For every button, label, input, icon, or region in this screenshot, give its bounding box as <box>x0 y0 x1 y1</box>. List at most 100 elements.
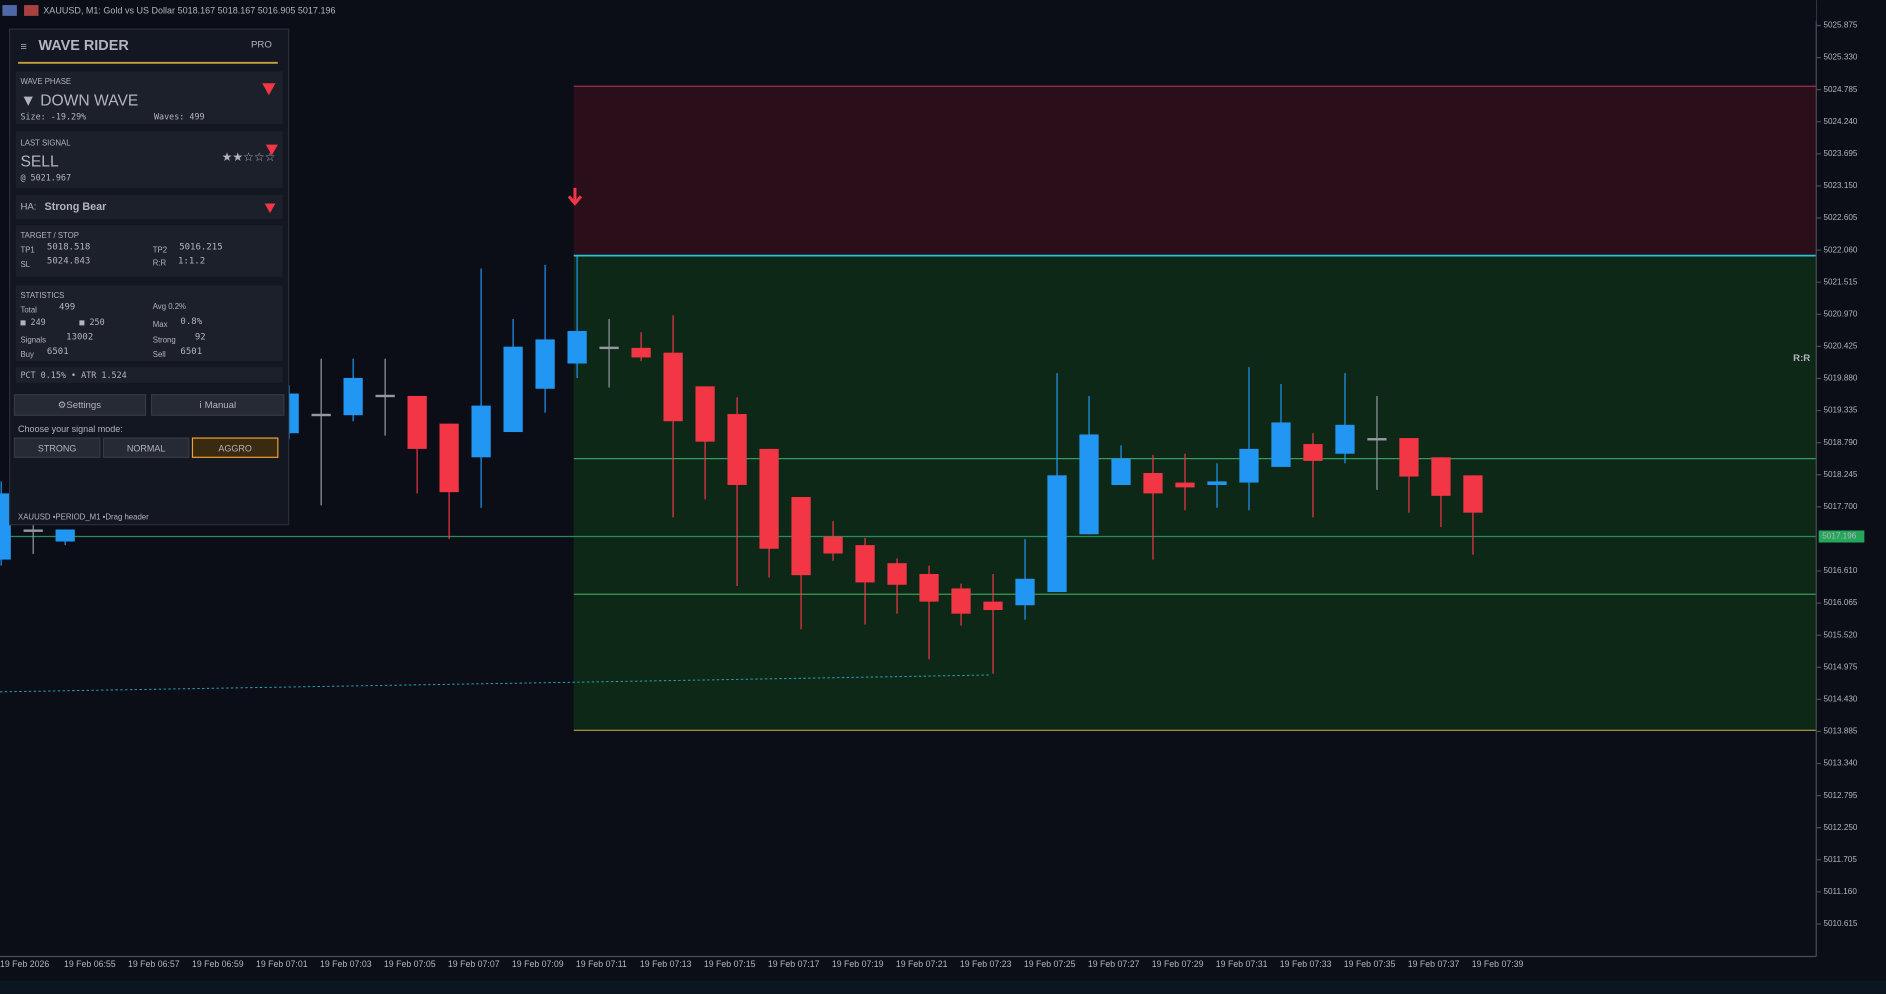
label: SL <box>20 260 30 269</box>
candle-body <box>439 423 459 493</box>
total: 499 <box>59 302 75 312</box>
button-label[interactable]: ⅰ Manual <box>199 400 236 411</box>
stop-zone <box>573 86 1817 256</box>
card <box>15 195 283 220</box>
x-tick-label: 19 Feb 07:25 <box>1024 959 1076 969</box>
x-tick-label: 19 Feb 07:33 <box>1280 959 1332 969</box>
x-tick-label: 19 Feb 07:13 <box>640 959 692 969</box>
price-tag-label: 5017.196 <box>1822 532 1856 541</box>
info: PCT 0.15% • ATR 1.524 <box>20 370 126 380</box>
triangle-icon <box>264 203 276 214</box>
candle-body <box>1047 475 1067 593</box>
y-tick-label: 5023.695 <box>1823 149 1857 158</box>
chart-area: R:R 5025.875 5025.330 5024.785 5024.240 5023.… <box>0 0 1865 969</box>
signals: 13002 <box>66 333 93 343</box>
sl: 5024.843 <box>47 257 90 267</box>
button[interactable] <box>13 394 147 416</box>
tp1: 5018.518 <box>47 242 90 252</box>
x-tick-label: 19 Feb 07:01 <box>256 959 308 969</box>
x-tick-label: 19 Feb 07:21 <box>896 959 948 969</box>
x-tick-label: 19 Feb 07:11 <box>576 959 627 969</box>
panel-title: WAVE RIDER <box>38 38 129 54</box>
triangle-icon <box>265 144 278 156</box>
mode-label[interactable]: AGGRO <box>218 443 252 453</box>
label: Signals <box>20 336 46 345</box>
candle-body <box>375 394 395 398</box>
signal-arrow <box>567 187 583 206</box>
button[interactable] <box>150 394 285 416</box>
y-tick-label: 5012.250 <box>1823 823 1857 832</box>
candle-body <box>599 346 619 350</box>
candle-body <box>0 493 11 560</box>
max: 0.8% <box>180 317 202 327</box>
label: Max <box>153 320 168 329</box>
y-tick-label: 5019.335 <box>1823 406 1857 415</box>
y-tick-label: 5016.065 <box>1823 598 1857 607</box>
x-tick-label: 19 Feb 06:55 <box>64 959 116 969</box>
candle-body <box>791 496 811 576</box>
candle-body <box>503 346 523 433</box>
candle-body <box>1335 424 1355 454</box>
icon <box>24 5 39 16</box>
candle-body <box>727 414 747 485</box>
y-tick-label: 5023.150 <box>1823 181 1857 190</box>
projection-line <box>0 674 990 693</box>
candle-body <box>631 347 651 358</box>
candle-body <box>471 405 491 458</box>
candle-body <box>1239 448 1259 483</box>
card <box>15 131 283 188</box>
y-tick-label: 5018.790 <box>1823 438 1857 447</box>
label: TP2 <box>153 245 167 254</box>
candle-body <box>1463 475 1483 513</box>
x-tick-label: 19 Feb 07:27 <box>1088 959 1140 969</box>
mode-button[interactable] <box>13 437 101 458</box>
candle-body <box>1271 422 1291 467</box>
x-tick-label: 19 Feb 07:07 <box>448 959 500 969</box>
button-label[interactable]: ⚙Settings <box>58 400 102 411</box>
y-tick-label: 5024.785 <box>1823 85 1857 94</box>
target-zone <box>573 255 1817 731</box>
title-bar <box>0 0 1817 21</box>
y-tick-label: 5024.240 <box>1823 117 1857 126</box>
mode-button[interactable] <box>102 437 190 458</box>
x-tick-label: 19 Feb 07:29 <box>1152 959 1204 969</box>
mode-label[interactable]: STRONG <box>38 443 77 453</box>
x-tick-label: 19 Feb 07:03 <box>320 959 372 969</box>
candle-body <box>1015 578 1035 606</box>
mode-label[interactable]: NORMAL <box>127 443 166 453</box>
y-tick-label: 5010.615 <box>1823 919 1857 928</box>
y-tick-label: 5018.245 <box>1823 470 1857 479</box>
candle-body <box>983 601 1003 611</box>
label: HA: <box>20 202 36 213</box>
y-tick-label: 5014.430 <box>1823 695 1857 704</box>
candle-body <box>567 331 587 364</box>
badge: PRO <box>251 39 272 50</box>
y-tick-label: 5020.970 <box>1823 309 1857 318</box>
mode-button[interactable] <box>191 437 279 458</box>
candle-body <box>1111 458 1131 485</box>
candle-body <box>663 352 683 422</box>
x-tick-label: 19 Feb 07:35 <box>1344 959 1396 969</box>
y-tick-label: 5022.605 <box>1823 213 1857 222</box>
card <box>15 285 283 362</box>
candle-body <box>1399 438 1419 477</box>
icon <box>2 5 17 16</box>
label: Buy <box>20 350 34 359</box>
candle-body <box>823 536 843 554</box>
menu-icon[interactable]: ≡ <box>20 41 26 53</box>
card <box>15 367 283 383</box>
x-tick-label: 19 Feb 07:31 <box>1216 959 1268 969</box>
x-tick-label: 19 Feb 07:09 <box>512 959 564 969</box>
tp2: 5016.215 <box>179 242 222 252</box>
wave-phase: ▼ DOWN WAVE <box>20 92 138 109</box>
wave-count: Waves: 499 <box>154 111 205 121</box>
candle-body <box>1431 457 1451 496</box>
x-tick-label: 19 Feb 2026 <box>0 959 49 969</box>
label: Strong <box>153 336 176 345</box>
x-tick-label: 19 Feb 06:59 <box>192 959 244 969</box>
strong: 92 <box>195 333 206 343</box>
x-tick-label: 19 Feb 06:57 <box>128 959 180 969</box>
y-tick-label: 5025.875 <box>1823 21 1857 30</box>
bull-count: ■ 249 <box>20 317 45 327</box>
